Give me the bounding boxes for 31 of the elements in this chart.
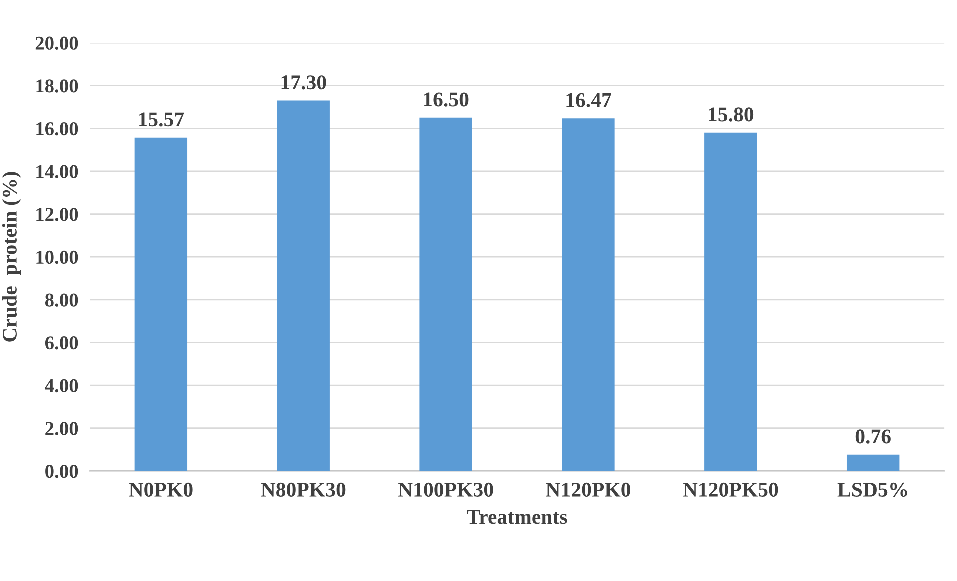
bar (134, 138, 188, 472)
y-tick-label: 18.00 (36, 80, 78, 93)
bar (277, 100, 330, 472)
y-tick-label: 14.00 (36, 165, 78, 178)
y-axis-title: Crude protein (%) (2, 172, 22, 342)
x-tick-label: N0PK0 (129, 482, 193, 497)
y-tick-label: 8.00 (45, 294, 78, 307)
y-tick-label: 20.00 (36, 36, 78, 50)
data-label: 15.80 (709, 108, 754, 122)
y-tick-label: 6.00 (45, 336, 78, 350)
y-tick-label: 2.00 (46, 422, 78, 436)
data-label: 16.47 (566, 93, 612, 108)
data-label: 16.50 (424, 92, 469, 107)
bar (562, 118, 615, 472)
data-label: 0.76 (856, 430, 891, 444)
data-label: 15.57 (139, 112, 184, 127)
bar (846, 454, 900, 472)
x-axis-title: Treatments (467, 510, 568, 524)
x-tick-label: N120PK50 (683, 482, 778, 497)
y-tick-label: 0.00 (46, 465, 78, 478)
data-label: 17.30 (282, 76, 326, 90)
y-tick-label: 4.00 (45, 379, 78, 393)
y-tick-label: 12.00 (36, 208, 78, 222)
x-tick-label: N100PK30 (398, 482, 494, 497)
x-tick-label: N80PK30 (261, 482, 346, 497)
y-tick-label: 10.00 (36, 250, 78, 264)
bar (704, 132, 758, 472)
y-tick-label: 16.00 (36, 122, 78, 136)
x-tick-label: LSD5% (838, 482, 908, 498)
bar (420, 118, 472, 472)
x-tick-label: N120PK0 (546, 482, 631, 497)
